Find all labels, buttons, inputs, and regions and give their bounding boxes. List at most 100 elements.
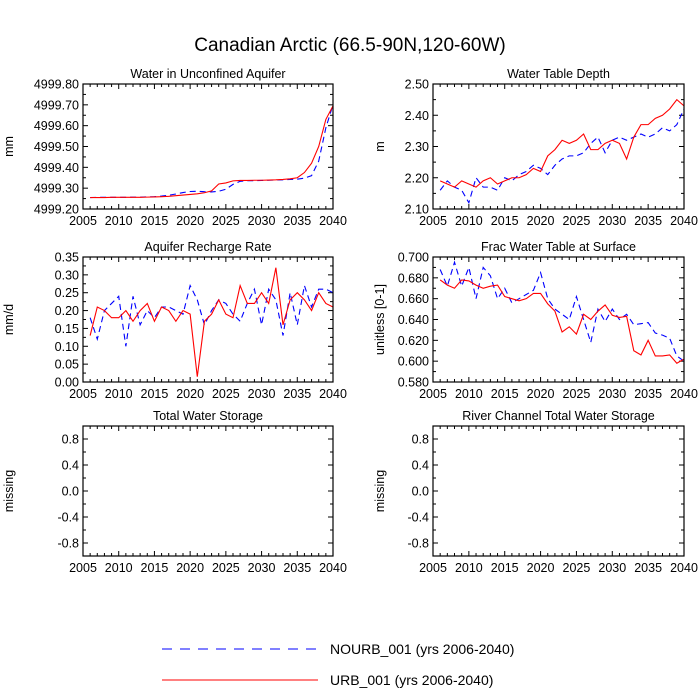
x-tick-label: 2015 xyxy=(491,214,519,228)
x-tick-label: 2005 xyxy=(69,561,97,575)
x-tick-label: 2035 xyxy=(634,214,662,228)
x-tick-label: 2015 xyxy=(491,387,519,401)
panels-group: Water in Unconfined Aquifer mm 2005 2010 201… xyxy=(2,67,698,575)
panel-title: Total Water Storage xyxy=(153,409,263,423)
x-tick-label: 2030 xyxy=(598,561,626,575)
y-tick-label: 0.00 xyxy=(55,376,79,390)
x-tick-label: 2040 xyxy=(319,387,347,401)
x-tick-label: 2005 xyxy=(419,214,447,228)
plot-frame xyxy=(432,83,685,210)
y-axis-label: missing xyxy=(373,470,387,512)
y-tick-label: -0.4 xyxy=(407,511,429,525)
y-axis-label: mm xyxy=(2,136,16,157)
x-tick-label: 2020 xyxy=(527,214,555,228)
x-tick-label: 2035 xyxy=(283,387,311,401)
series-line-nourb-001 xyxy=(439,260,685,362)
y-tick-label: 0.4 xyxy=(412,459,429,473)
x-tick-label: 2030 xyxy=(248,214,276,228)
y-tick-label: -0.8 xyxy=(407,537,429,551)
x-tick-label: 2030 xyxy=(248,561,276,575)
x-tick-label: 2020 xyxy=(176,561,204,575)
y-tick-label: 0.15 xyxy=(55,322,79,336)
series-line-urb-001 xyxy=(89,267,334,377)
y-tick-label: 0.580 xyxy=(398,376,429,390)
x-tick-label: 2010 xyxy=(455,387,483,401)
y-tick-label: 4999.40 xyxy=(34,161,79,175)
y-tick-label: 4999.80 xyxy=(34,78,79,92)
x-tick-label: 2025 xyxy=(563,561,591,575)
y-axis-label: mm/d xyxy=(2,304,16,335)
y-tick-label: 4999.20 xyxy=(34,203,79,217)
x-tick-label: 2010 xyxy=(455,561,483,575)
y-tick-label: 0.8 xyxy=(412,433,429,447)
x-tick-label: 2030 xyxy=(248,387,276,401)
plot-frame xyxy=(432,256,685,383)
y-tick-label: 0.680 xyxy=(398,271,429,285)
panel-title: Water in Unconfined Aquifer xyxy=(130,67,285,81)
x-tick-label: 2040 xyxy=(670,214,698,228)
x-tick-label: 2025 xyxy=(563,214,591,228)
x-tick-label: 2040 xyxy=(670,387,698,401)
y-tick-label: 4999.60 xyxy=(34,119,79,133)
x-tick-label: 2035 xyxy=(634,561,662,575)
plot-frame xyxy=(82,425,334,557)
x-tick-label: 2035 xyxy=(634,387,662,401)
y-tick-label: 4999.50 xyxy=(34,140,79,154)
series-line-nourb-001 xyxy=(89,283,334,347)
x-tick-label: 2010 xyxy=(105,561,133,575)
y-axis-label: missing xyxy=(2,470,16,512)
y-tick-label: 2.20 xyxy=(405,171,429,185)
y-tick-label: 0.620 xyxy=(398,334,429,348)
y-tick-label: 0.25 xyxy=(55,286,79,300)
series-line-nourb-001 xyxy=(439,108,685,205)
x-tick-label: 2010 xyxy=(455,214,483,228)
x-tick-label: 2020 xyxy=(176,214,204,228)
x-tick-label: 2015 xyxy=(141,214,169,228)
y-tick-label: 0.0 xyxy=(412,485,429,499)
x-tick-label: 2015 xyxy=(491,561,519,575)
y-tick-label: 2.30 xyxy=(405,140,429,154)
x-tick-label: 2005 xyxy=(419,561,447,575)
y-tick-label: 0.8 xyxy=(62,433,79,447)
x-tick-label: 2040 xyxy=(319,561,347,575)
legend: NOURB_001 (yrs 2006-2040) URB_001 (yrs 20… xyxy=(162,641,514,688)
x-tick-label: 2040 xyxy=(319,214,347,228)
x-tick-label: 2015 xyxy=(141,387,169,401)
x-tick-label: 2035 xyxy=(283,561,311,575)
x-tick-label: 2005 xyxy=(69,214,97,228)
y-axis-label: m xyxy=(373,141,387,151)
plot-frame xyxy=(432,425,685,557)
y-tick-label: 0.35 xyxy=(55,251,79,265)
x-tick-label: 2005 xyxy=(419,387,447,401)
y-tick-label: -0.4 xyxy=(57,511,79,525)
panel-4: Frac Water Table at Surface unitless [0-1… xyxy=(373,240,698,401)
y-tick-label: 0.600 xyxy=(398,355,429,369)
y-tick-label: 4999.70 xyxy=(34,98,79,112)
y-tick-label: 0.0 xyxy=(62,485,79,499)
panel-title: Water Table Depth xyxy=(507,67,610,81)
series-line-urb-001 xyxy=(439,279,685,364)
plot-frame xyxy=(82,256,334,383)
figure-title: Canadian Arctic (66.5-90N,120-60W) xyxy=(194,35,506,56)
panel-2: Water Table Depth m 2005 2010 2015 2020 2025 20… xyxy=(373,67,698,228)
x-tick-label: 2030 xyxy=(598,387,626,401)
plot-frame xyxy=(82,83,334,210)
y-tick-label: 2.40 xyxy=(405,109,429,123)
series-line-urb-001 xyxy=(90,105,334,199)
x-tick-label: 2005 xyxy=(69,387,97,401)
y-tick-label: 0.660 xyxy=(398,292,429,306)
series-line-nourb-001 xyxy=(90,104,334,199)
y-tick-label: 0.20 xyxy=(55,304,79,318)
y-tick-label: 0.05 xyxy=(55,358,79,372)
x-tick-label: 2010 xyxy=(105,214,133,228)
x-tick-label: 2020 xyxy=(176,387,204,401)
series-line-urb-001 xyxy=(439,98,685,188)
x-tick-label: 2025 xyxy=(212,214,240,228)
x-tick-label: 2020 xyxy=(527,561,555,575)
panel-6: River Channel Total Water Storage missing… xyxy=(373,409,698,575)
x-tick-label: 2025 xyxy=(212,387,240,401)
y-tick-label: 0.4 xyxy=(62,459,79,473)
panel-3: Aquifer Recharge Rate mm/d 2005 2010 2015 202… xyxy=(2,240,347,401)
x-tick-label: 2025 xyxy=(563,387,591,401)
